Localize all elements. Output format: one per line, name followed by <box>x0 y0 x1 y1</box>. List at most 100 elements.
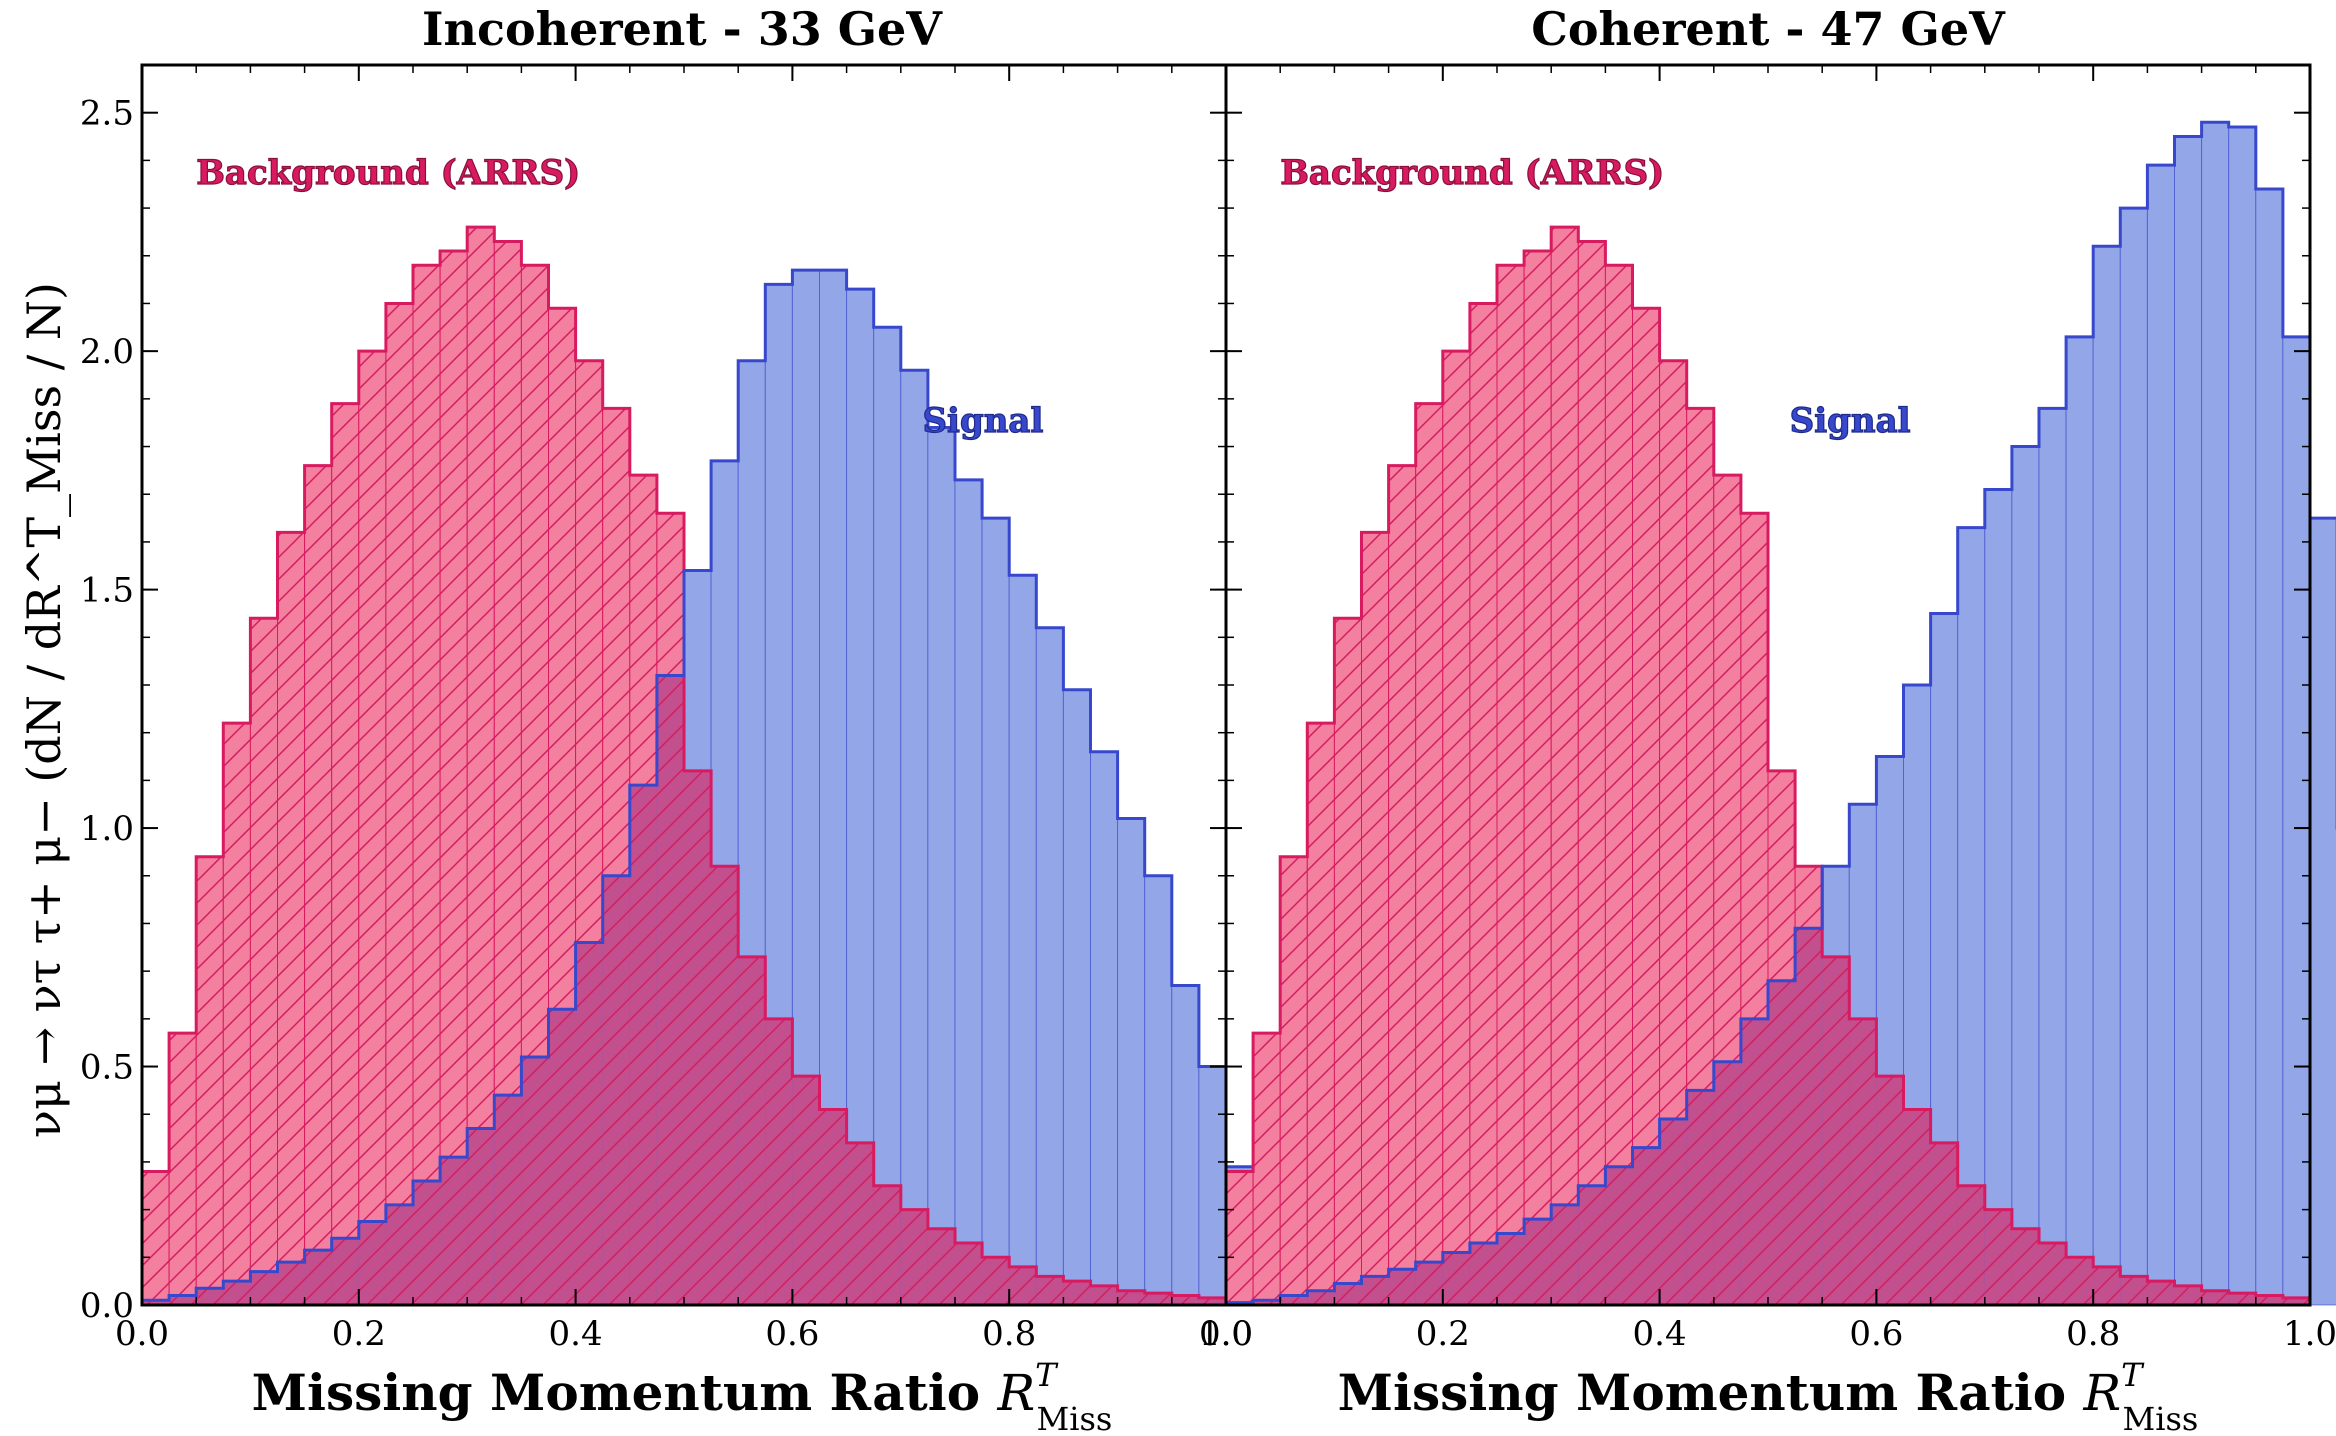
background-bar-hatch <box>1551 227 1578 1305</box>
background-bar-hatch <box>1362 532 1389 1305</box>
panel-coherent: Coherent - 47 GeV 0.0 0.2 0.4 0.6 0.8 1.0 Bac… <box>1199 2 2336 1436</box>
overlap-bar-hatch <box>1578 1186 1605 1305</box>
overlap-bar-hatch <box>982 1257 1009 1305</box>
overlap-bar-hatch <box>2120 1276 2147 1305</box>
annotation-signal: Signal <box>1790 401 1911 441</box>
overlap-bar-hatch <box>2012 1229 2039 1305</box>
background-bar-hatch <box>1280 857 1307 1305</box>
background-bar-hatch <box>305 466 332 1305</box>
background-bar-hatch <box>1307 723 1334 1305</box>
overlap-bar-hatch <box>1633 1148 1660 1305</box>
signal-bar <box>2147 165 2174 1305</box>
signal-bar <box>928 427 955 1305</box>
overlap-bar-hatch <box>549 1009 576 1305</box>
panel-title: Incoherent - 33 GeV <box>422 2 943 56</box>
overlap-bar-hatch <box>1416 1262 1443 1305</box>
overlap-bar-hatch <box>630 785 657 1305</box>
signal-bar <box>1199 1067 1226 1305</box>
overlap-bar-hatch <box>1145 1293 1172 1305</box>
x-tick-label: 0.8 <box>2066 1314 2120 1354</box>
overlap-bar-hatch <box>765 1019 792 1305</box>
signal-bar <box>982 518 1009 1305</box>
overlap-bar-hatch <box>1362 1276 1389 1305</box>
overlap-bar-hatch <box>2039 1243 2066 1305</box>
x-tick-label: 0.2 <box>1416 1314 1470 1354</box>
overlap-bar-hatch <box>928 1229 955 1305</box>
overlap-bar-hatch <box>1849 1019 1876 1305</box>
overlap-bar-hatch <box>359 1222 386 1305</box>
signal-bar <box>1172 985 1199 1305</box>
overlap-bar-hatch <box>332 1238 359 1305</box>
overlap-bar-hatch <box>278 1262 305 1305</box>
overlap-bar-hatch <box>1036 1276 1063 1305</box>
overlap-bar-hatch <box>1470 1243 1497 1305</box>
background-bar-hatch <box>1253 1033 1280 1305</box>
overlap-bar-hatch <box>603 876 630 1305</box>
x-tick-label: 0.4 <box>549 1314 603 1354</box>
overlap-bar-hatch <box>250 1272 277 1305</box>
background-bar-hatch <box>1334 618 1361 1305</box>
signal-bar <box>2175 137 2202 1305</box>
x-tick-label: 0.6 <box>765 1314 819 1354</box>
signal-bar <box>2093 246 2120 1305</box>
signal-bar <box>1985 489 2012 1305</box>
overlap-bar-hatch <box>657 675 684 1305</box>
overlap-bar-hatch <box>874 1186 901 1305</box>
background-bar-hatch <box>359 351 386 1305</box>
panel-incoherent: Incoherent - 33 GeV 0.0 0.2 0.4 0.6 0.8 1.00.… <box>80 2 1280 1436</box>
signal-bar <box>2310 518 2336 1305</box>
x-axis-label-math: R <box>2082 1364 2121 1422</box>
overlap-bar-hatch <box>1714 1062 1741 1305</box>
signal-bar <box>2012 447 2039 1305</box>
overlap-bar-hatch <box>1795 928 1822 1305</box>
overlap-bar-hatch <box>1307 1291 1334 1305</box>
background-bar-hatch <box>1605 265 1632 1305</box>
overlap-bar-hatch <box>955 1243 982 1305</box>
y-tick-label: 1.0 <box>80 809 134 849</box>
overlap-bar-hatch <box>738 957 765 1305</box>
overlap-bar-hatch <box>1660 1119 1687 1305</box>
background-bar-hatch <box>1524 251 1551 1305</box>
x-axis-label: Missing Momentum Ratio RT Miss <box>252 1356 1113 1436</box>
overlap-bar-hatch <box>223 1281 250 1305</box>
overlap-bar-hatch <box>1931 1143 1958 1305</box>
overlap-bar-hatch <box>1118 1291 1145 1305</box>
overlap-bar-hatch <box>1904 1109 1931 1305</box>
overlap-bar-hatch <box>1524 1219 1551 1305</box>
signal-bar <box>1036 628 1063 1305</box>
x-tick-label: 0.6 <box>1849 1314 1903 1354</box>
background-bar-hatch <box>196 857 223 1305</box>
overlap-bar-hatch <box>847 1143 874 1305</box>
annotation-signal: Signal <box>922 401 1043 441</box>
overlap-bar-hatch <box>1876 1076 1903 1305</box>
y-axis-label: νμ → ντ τ+ μ− (dN / dR^T_Miss / N) <box>17 282 71 1138</box>
overlap-bar-hatch <box>1687 1090 1714 1305</box>
background-bar-hatch <box>1443 351 1470 1305</box>
background-bar-hatch <box>169 1033 196 1305</box>
x-axis-label-text: Missing Momentum Ratio <box>1338 1363 2084 1422</box>
overlap-bar-hatch <box>1605 1167 1632 1305</box>
signal-bar <box>1091 752 1118 1305</box>
signal-bar <box>1009 575 1036 1305</box>
annotation-background: Background (ARRS) <box>1280 153 1664 193</box>
signal-bar <box>1118 819 1145 1305</box>
signal-bar <box>2066 337 2093 1305</box>
overlap-bar-hatch <box>1334 1284 1361 1305</box>
y-tick-label: 0.0 <box>80 1286 134 1326</box>
background-bar-hatch <box>250 618 277 1305</box>
x-tick-label: 0.2 <box>332 1314 386 1354</box>
x-axis-label-sup: T <box>1035 1356 1059 1394</box>
background-bar-hatch <box>142 1171 169 1305</box>
signal-bar <box>2229 127 2256 1305</box>
overlap-bar-hatch <box>440 1157 467 1305</box>
signal-bar <box>901 370 928 1305</box>
x-axis-label-math: R <box>996 1364 1035 1422</box>
background-bar-hatch <box>278 532 305 1305</box>
x-tick-label: 0.8 <box>982 1314 1036 1354</box>
annotation-background: Background (ARRS) <box>196 153 580 193</box>
panel-title: Coherent - 47 GeV <box>1531 2 2006 56</box>
overlap-bar-hatch <box>2175 1286 2202 1305</box>
overlap-bar-hatch <box>576 943 603 1305</box>
signal-bar <box>1145 876 1172 1305</box>
x-axis-label-sub: Miss <box>1036 1400 1112 1436</box>
